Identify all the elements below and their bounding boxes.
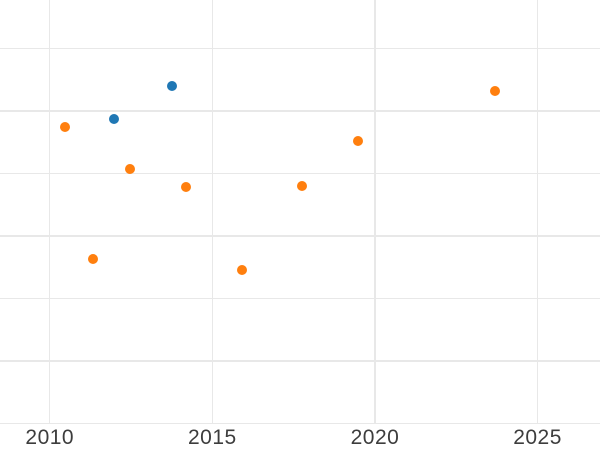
data-point-series-orange [124,163,135,174]
plot-area [0,0,600,424]
horizontal-gridline [0,172,600,175]
data-point-series-blue [167,80,178,91]
vertical-gridline [49,0,51,424]
data-point-series-orange [236,264,247,275]
horizontal-gridline [0,235,600,237]
data-point-series-orange [297,181,308,192]
x-tick-label: 2010 [25,426,75,449]
x-axis: 2010 2015 2020 2025 [0,424,600,450]
vertical-gridline [536,0,539,424]
horizontal-gridline [0,360,600,362]
data-point-series-orange [180,181,191,192]
data-point-series-orange [88,254,98,265]
data-point-series-orange [352,135,363,146]
horizontal-gridline [0,110,600,112]
horizontal-gridline [0,422,600,424]
x-tick-label: 2015 [187,426,237,449]
data-point-series-blue [109,113,120,124]
vertical-gridline [374,0,376,424]
vertical-gridline [211,0,214,424]
data-point-series-orange [60,122,71,133]
horizontal-gridline [0,297,600,300]
x-tick-label: 2020 [350,426,400,449]
data-point-series-orange [490,86,501,97]
horizontal-gridline [0,48,600,50]
x-tick-label: 2025 [513,426,562,449]
